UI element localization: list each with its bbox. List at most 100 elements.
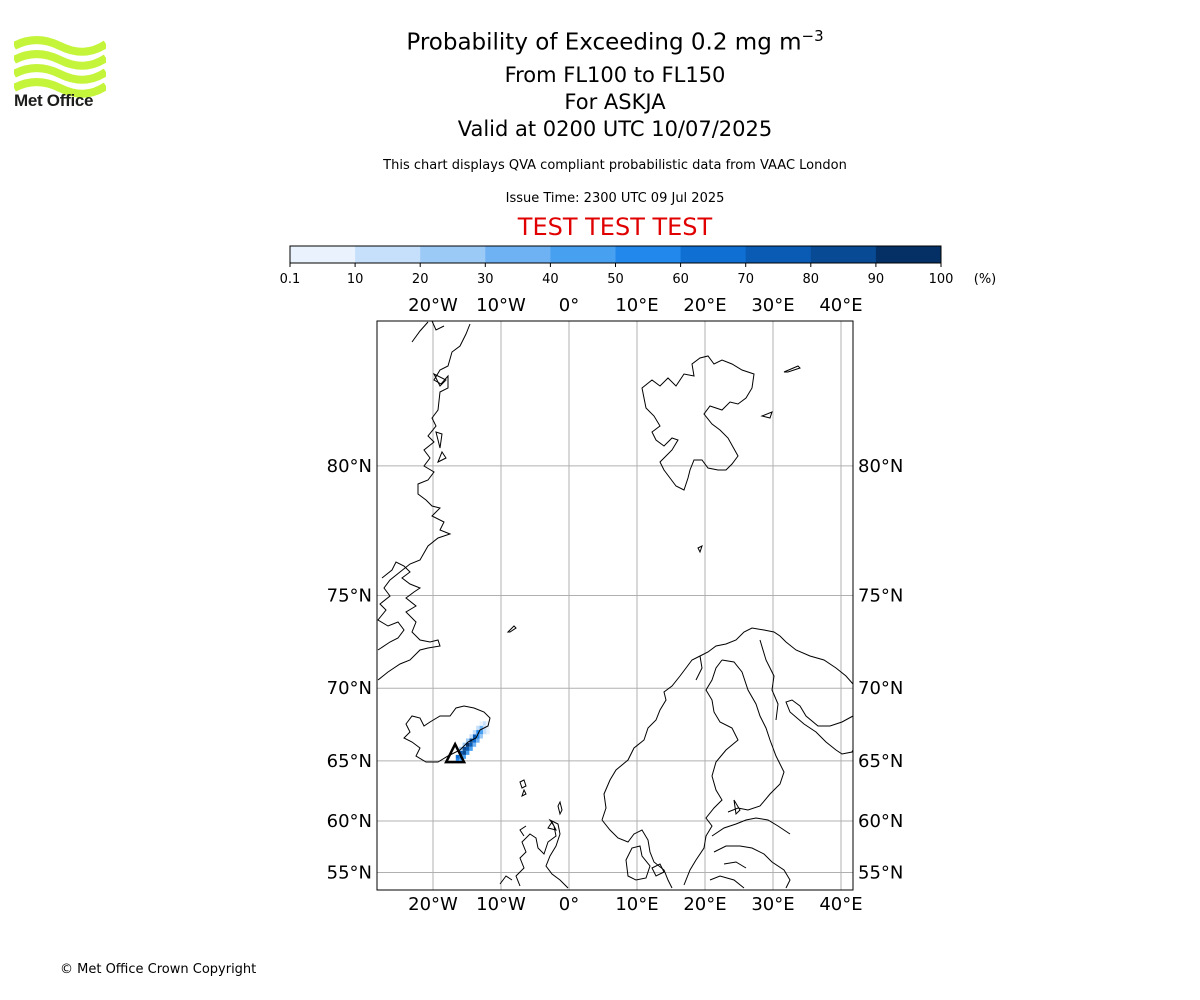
test-banner: TEST TEST TEST: [517, 213, 713, 241]
plume-cell: [485, 721, 490, 726]
colorbar-tick-label: 50: [607, 272, 624, 287]
plume-cell: [482, 730, 487, 735]
colorbar-tick-label: 30: [477, 272, 494, 287]
colorbar-tick-label: 80: [803, 272, 820, 287]
latitude-label: 65°N: [858, 751, 903, 772]
colorbar-tick-label: 100: [929, 272, 954, 287]
plume-cell: [459, 758, 463, 763]
iceland-coastline: [403, 705, 491, 763]
latitude-label: 60°N: [327, 811, 372, 832]
chart-subtitle: This chart displays QVA compliant probab…: [383, 158, 847, 173]
colorbar-cell: [550, 246, 616, 263]
plume-cell: [476, 734, 480, 739]
sweden-finland-border: [695, 639, 785, 813]
longitude-label: 10°W: [476, 295, 526, 316]
greenland-inlet: [432, 372, 447, 464]
colorbar-tick-label: 20: [412, 272, 429, 287]
longitude-label: 40°E: [819, 894, 862, 915]
colorbar-cell: [745, 246, 812, 263]
colorbar-cell: [615, 246, 682, 263]
longitude-label: 20°W: [408, 295, 458, 316]
plume-cell: [486, 725, 490, 731]
latitude-label: 60°N: [858, 811, 903, 832]
plume-cell: [486, 730, 490, 735]
latitude-label: 75°N: [327, 586, 372, 607]
longitude-label: 10°W: [476, 894, 526, 915]
chart-title-exponent: −3: [801, 27, 824, 45]
issue-time: Issue Time: 2300 UTC 09 Jul 2025: [505, 191, 725, 206]
colorbar-tick-label: 70: [737, 272, 754, 287]
plume-cell: [479, 730, 483, 735]
logo-wave-3: [14, 64, 106, 84]
met-office-logo-icon: [14, 36, 106, 98]
latitude-label: 70°N: [858, 678, 903, 699]
copyright-notice: © Met Office Crown Copyright: [60, 962, 257, 977]
longitude-label: 30°E: [751, 894, 794, 915]
probability-colorbar: 0.1 10 20 30 40 50 60 70 80 90 100 (%): [280, 245, 996, 287]
longitude-label: 30°E: [751, 295, 794, 316]
colorbar-tick-label: 0.1: [280, 272, 301, 287]
longitude-label: 10°E: [615, 295, 658, 316]
colorbar-cell: [355, 246, 421, 263]
colorbar-tick-label: 90: [868, 272, 885, 287]
volcano-triangle-icon: [444, 741, 467, 764]
plume-cell: [462, 742, 466, 747]
jan-mayen: [506, 625, 517, 633]
shetland: [557, 800, 563, 816]
plume-cell: [479, 734, 483, 739]
plume-cell: [482, 721, 487, 726]
colorbar-cell: [680, 246, 747, 263]
logo-wave-1: [14, 36, 106, 56]
scandinavia-coastline: [601, 627, 853, 889]
colorbar-cell: [290, 246, 356, 263]
longitude-label: 0°: [559, 295, 579, 316]
greenland-coastline: [377, 321, 471, 681]
met-office-logo-text: Met Office: [14, 91, 94, 110]
longitude-label: 20°E: [683, 295, 726, 316]
longitude-label: 0°: [559, 894, 579, 915]
svalbard: [641, 355, 755, 491]
plume-cell: [462, 754, 466, 759]
plume-cell: [472, 730, 477, 735]
british-isles-coastline: [499, 818, 569, 889]
coastlines: [377, 321, 853, 889]
volcano-marker-icon: [444, 741, 467, 764]
plume-cell: [476, 725, 480, 731]
latitude-label: 80°N: [858, 456, 903, 477]
logo-wave-4: [14, 78, 106, 98]
plume-cell: [469, 734, 473, 739]
latitude-label: 80°N: [327, 456, 372, 477]
latitude-label: 65°N: [327, 751, 372, 772]
plume-cell: [472, 738, 477, 743]
plume-cell: [465, 738, 470, 743]
denmark-coastline: [625, 845, 665, 881]
plume-cell: [455, 758, 460, 763]
chart-title-text: Probability of Exceeding 0.2 mg m: [406, 29, 802, 56]
latitude-label: 70°N: [327, 678, 372, 699]
logo-wave-2: [14, 50, 106, 70]
valid-time: Valid at 0200 UTC 10/07/2025: [457, 117, 773, 141]
colorbar-cell: [420, 246, 486, 263]
plume-cell: [469, 742, 473, 747]
latitude-label: 75°N: [858, 586, 903, 607]
plume-cell: [472, 734, 477, 739]
plume-cell: [476, 738, 480, 743]
svalbard-islands: [697, 365, 801, 554]
map-frame: [376, 320, 854, 891]
colorbar-tick-label: 10: [347, 272, 364, 287]
plume-cell: [462, 750, 466, 755]
plume-cell: [479, 725, 483, 731]
plume-cell: [462, 746, 466, 751]
colorbar-cell: [810, 246, 877, 263]
latitude-label: 55°N: [327, 863, 372, 884]
faroe-islands: [519, 779, 527, 797]
plume-cell: [472, 742, 477, 747]
colorbar-tick-label: 60: [672, 272, 689, 287]
plume-cell: [469, 746, 473, 751]
longitude-label: 40°E: [819, 295, 862, 316]
plume-cell: [465, 742, 470, 747]
plume-cell: [479, 721, 483, 726]
map-panel: 20°W 20°W 10°W 10°W 0° 0° 10°E 10°E 20°E 20°E 30°E…: [327, 295, 904, 915]
baltic-coastline: [709, 799, 791, 889]
longitude-label: 10°E: [615, 894, 658, 915]
